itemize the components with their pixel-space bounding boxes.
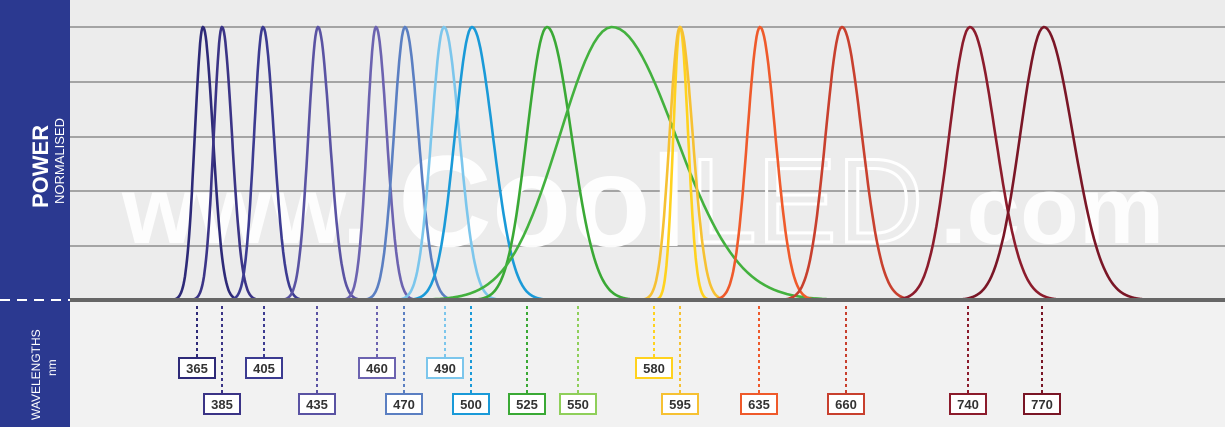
marker-box xyxy=(661,393,699,415)
wavelength-marker-405: 405 xyxy=(245,306,283,379)
wavelength-marker-580: 580 xyxy=(635,306,673,379)
wavelength-label: 435 xyxy=(306,397,328,412)
wavelength-label: 660 xyxy=(835,397,857,412)
spectrum-curve-365 xyxy=(174,25,238,301)
spectrum-curves xyxy=(174,25,1143,301)
marker-box xyxy=(245,357,283,379)
spectrum-curve-435 xyxy=(283,25,359,301)
spectrum-curve-635 xyxy=(715,25,813,301)
watermark-led: LED xyxy=(690,134,923,268)
wavelength-marker-470: 470 xyxy=(385,306,423,415)
marker-box xyxy=(452,393,490,415)
marker-box xyxy=(178,357,216,379)
wavelength-marker-770: 770 xyxy=(1023,306,1061,415)
marker-box xyxy=(358,357,396,379)
watermark-cool: Cool xyxy=(398,128,687,274)
marker-box xyxy=(203,393,241,415)
spectrum-curve-490 xyxy=(399,25,497,301)
spectrum-curve-595 xyxy=(643,25,724,301)
plot-background xyxy=(70,0,1225,300)
wavelength-marker-635: 635 xyxy=(740,306,778,415)
wavelength-label: 405 xyxy=(253,361,275,376)
marker-box xyxy=(385,393,423,415)
wavelength-label: 595 xyxy=(669,397,691,412)
marker-box xyxy=(508,393,546,415)
wavelength-marker-460: 460 xyxy=(358,306,396,379)
marker-box xyxy=(1023,393,1061,415)
wavelength-label: 635 xyxy=(748,397,770,412)
x-axis-title: WAVELENGTHS xyxy=(29,329,43,420)
sidebar xyxy=(0,0,70,427)
y-axis-title: POWER xyxy=(28,125,53,208)
spectrum-curve-405 xyxy=(231,25,301,301)
wavelength-marker-365: 365 xyxy=(178,306,216,379)
watermark-dotcom: .com xyxy=(940,157,1164,264)
spectrum-curve-660 xyxy=(784,25,910,301)
marker-box xyxy=(559,393,597,415)
marker-box xyxy=(949,393,987,415)
wavelength-marker-435: 435 xyxy=(298,306,336,415)
wavelength-label: 460 xyxy=(366,361,388,376)
wavelength-marker-660: 660 xyxy=(827,306,865,415)
marker-box xyxy=(827,393,865,415)
wavelength-marker-500: 500 xyxy=(452,306,490,415)
y-axis-subtitle: NORMALISED xyxy=(52,118,67,204)
wavelength-marker-740: 740 xyxy=(949,306,987,415)
wavelength-markers: 365 385 405 435 460 470 490 500 525 550 580 595 635 6… xyxy=(178,306,1061,415)
wavelength-label: 770 xyxy=(1031,397,1053,412)
watermark-www: www. xyxy=(121,157,369,264)
spectrum-curve-740 xyxy=(897,25,1056,301)
wavelength-label: 550 xyxy=(567,397,589,412)
spectrum-curve-525 xyxy=(477,25,630,301)
wavelength-marker-595: 595 xyxy=(661,306,699,415)
spectrum-curve-500 xyxy=(412,25,543,301)
wavelength-marker-550: 550 xyxy=(559,306,597,415)
marker-box xyxy=(298,393,336,415)
spectrum-curve-470 xyxy=(365,25,452,301)
spectrum-curve-550 xyxy=(431,25,827,301)
spectrum-curve-770 xyxy=(961,25,1143,301)
marker-box xyxy=(635,357,673,379)
wavelength-marker-525: 525 xyxy=(508,306,546,415)
marker-box xyxy=(740,393,778,415)
wavelength-label: 580 xyxy=(643,361,665,376)
wavelength-label: 740 xyxy=(957,397,979,412)
wavelength-label: 490 xyxy=(434,361,456,376)
wavelength-label: 470 xyxy=(393,397,415,412)
spectrum-curve-385 xyxy=(193,25,257,301)
x-axis-subtitle: nm xyxy=(45,359,59,376)
spectrum-curve-460 xyxy=(344,25,414,301)
wavelength-marker-385: 385 xyxy=(203,306,241,415)
wavelength-label: 500 xyxy=(460,397,482,412)
wavelength-label: 525 xyxy=(516,397,538,412)
wavelength-marker-490: 490 xyxy=(426,306,464,379)
marker-box xyxy=(426,357,464,379)
wavelength-label: 385 xyxy=(211,397,233,412)
wavelength-label: 365 xyxy=(186,361,208,376)
